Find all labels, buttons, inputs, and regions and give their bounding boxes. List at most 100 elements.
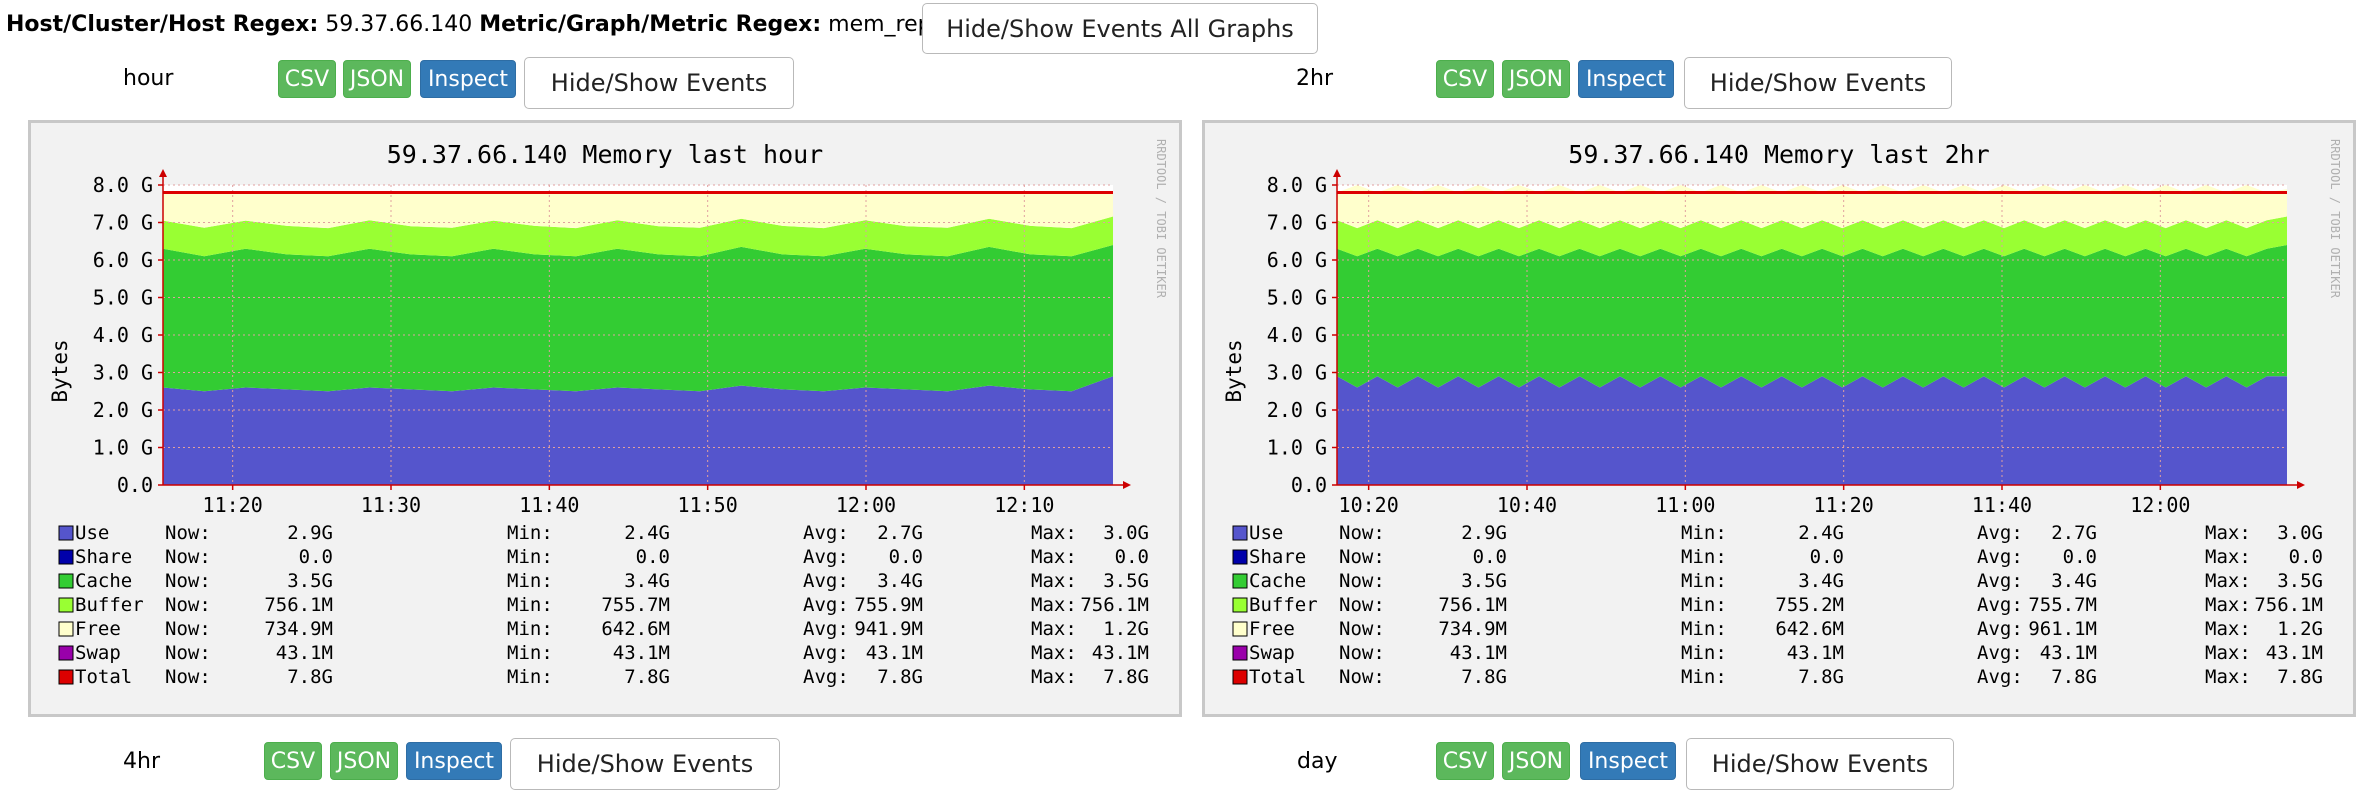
x-tick-label: 12:10 [994, 493, 1054, 517]
header-filter: Host/Cluster/Host Regex: 59.37.66.140 Me… [6, 12, 963, 37]
legend-avg: 7.8G [2051, 666, 2097, 688]
legend-swatch-total [58, 669, 74, 685]
area-use [163, 376, 1113, 485]
legend-name: Total [75, 666, 132, 688]
legend-max: 756.1M [2254, 594, 2323, 616]
csv-button-hour[interactable]: CSV [278, 60, 336, 98]
legend-swatch-share [1232, 549, 1248, 565]
period-label-hour: hour [123, 66, 174, 91]
metric-label: Metric/Graph/Metric Regex: [479, 12, 822, 37]
legend-now: 756.1M [1438, 594, 1507, 616]
legend-avg: 961.1M [2028, 618, 2097, 640]
legend-min: 642.6M [601, 618, 670, 640]
json-button-hour[interactable]: JSON [343, 60, 411, 98]
legend-max: 1.2G [1103, 618, 1149, 640]
watermark: RRDTOOL / TOBI OETIKER [1154, 139, 1168, 299]
legend-avg-label: Avg: [803, 546, 849, 568]
legend-now: 3.5G [1461, 570, 1507, 592]
legend-avg: 941.9M [854, 618, 923, 640]
legend-avg-label: Avg: [803, 522, 849, 544]
legend-avg-label: Avg: [1977, 570, 2023, 592]
x-axis-arrow [1123, 481, 1131, 489]
legend-now-label: Now: [165, 618, 211, 640]
legend-max: 3.5G [2277, 570, 2323, 592]
legend-avg: 43.1M [866, 642, 923, 664]
y-axis-label: Bytes [1222, 339, 1246, 402]
inspect-button-2hr[interactable]: Inspect [1578, 60, 1674, 98]
area-buffer [1337, 216, 2287, 257]
legend-min-label: Min: [1681, 594, 1727, 616]
area-buffer [163, 216, 1113, 257]
hide-show-events-all-graphs-button[interactable]: Hide/Show Events All Graphs [922, 3, 1318, 54]
legend-min: 755.2M [1775, 594, 1844, 616]
legend-avg-label: Avg: [803, 570, 849, 592]
csv-button-day[interactable]: CSV [1436, 742, 1494, 780]
plot-area: 0.0 1.0 G 2.0 G 3.0 G 4.0 G 5.0 G 6.0 G 7.0 G 8.… [93, 169, 1131, 517]
y-tick-label: 2.0 G [1267, 398, 1327, 422]
legend-now-label: Now: [165, 522, 211, 544]
area-free [1337, 185, 2287, 229]
legend-max-label: Max: [1031, 618, 1077, 640]
legend-now-label: Now: [165, 666, 211, 688]
hide-show-events-button-day[interactable]: Hide/Show Events [1686, 738, 1954, 790]
legend-max-label: Max: [2205, 522, 2251, 544]
legend-now: 734.9M [264, 618, 333, 640]
legend-swatch-buffer [58, 597, 74, 613]
legend-swatch-use [58, 525, 74, 541]
legend-min: 3.4G [1798, 570, 1844, 592]
json-button-2hr[interactable]: JSON [1502, 60, 1570, 98]
legend-avg-label: Avg: [1977, 642, 2023, 664]
legend-max: 1.2G [2277, 618, 2323, 640]
y-tick-label: 6.0 G [93, 248, 153, 272]
legend-swatch-swap [1232, 645, 1248, 661]
legend-avg-label: Avg: [1977, 666, 2023, 688]
legend-avg-label: Avg: [1977, 618, 2023, 640]
csv-button-2hr[interactable]: CSV [1436, 60, 1494, 98]
legend-now: 734.9M [1438, 618, 1507, 640]
y-tick-label: 1.0 G [93, 436, 153, 460]
legend-max-label: Max: [2205, 642, 2251, 664]
x-tick-label: 11:30 [361, 493, 421, 517]
legend-max-label: Max: [1031, 666, 1077, 688]
legend-avg-label: Avg: [1977, 522, 2023, 544]
inspect-button-day[interactable]: Inspect [1580, 742, 1676, 780]
legend-name: Use [75, 522, 109, 544]
json-button-day[interactable]: JSON [1502, 742, 1570, 780]
x-tick-label: 11:00 [1655, 493, 1715, 517]
legend-swatch-buffer [1232, 597, 1248, 613]
legend-swatch-total [1232, 669, 1248, 685]
legend-avg-label: Avg: [1977, 546, 2023, 568]
memory-chart-hour: 59.37.66.140 Memory last hour Bytes RRDT… [48, 139, 1168, 688]
y-tick-label: 7.0 G [1267, 211, 1327, 235]
x-tick-label: 11:40 [1972, 493, 2032, 517]
inspect-button-hour[interactable]: Inspect [420, 60, 516, 98]
legend-now-label: Now: [165, 546, 211, 568]
legend-avg-label: Avg: [803, 594, 849, 616]
legend-max: 3.5G [1103, 570, 1149, 592]
memory-graph-hour[interactable]: 59.37.66.140 Memory last hour Bytes RRDT… [28, 120, 1182, 717]
y-tick-label: 8.0 G [93, 173, 153, 197]
legend-avg-label: Avg: [1977, 594, 2023, 616]
legend-min: 755.7M [601, 594, 670, 616]
y-tick-label: 7.0 G [93, 211, 153, 235]
hide-show-events-button-2hr[interactable]: Hide/Show Events [1684, 57, 1952, 109]
csv-button-4hr[interactable]: CSV [264, 742, 322, 780]
legend-max-label: Max: [2205, 546, 2251, 568]
x-tick-label: 10:20 [1339, 493, 1399, 517]
json-button-4hr[interactable]: JSON [330, 742, 398, 780]
hide-show-events-button-4hr[interactable]: Hide/Show Events [510, 738, 780, 790]
legend-max-label: Max: [1031, 546, 1077, 568]
legend-min: 43.1M [613, 642, 670, 664]
legend-max: 43.1M [2266, 642, 2323, 664]
legend-min: 0.0 [636, 546, 670, 568]
legend-avg: 755.9M [854, 594, 923, 616]
legend-swatch-swap [58, 645, 74, 661]
memory-graph-2hr[interactable]: 59.37.66.140 Memory last 2hr Bytes RRDTO… [1202, 120, 2356, 717]
legend-name: Buffer [75, 594, 144, 616]
legend-min: 2.4G [624, 522, 670, 544]
y-tick-label: 4.0 G [93, 323, 153, 347]
inspect-button-4hr[interactable]: Inspect [406, 742, 502, 780]
legend-max-label: Max: [2205, 666, 2251, 688]
hide-show-events-button-hour[interactable]: Hide/Show Events [524, 57, 794, 109]
legend-min-label: Min: [507, 618, 553, 640]
